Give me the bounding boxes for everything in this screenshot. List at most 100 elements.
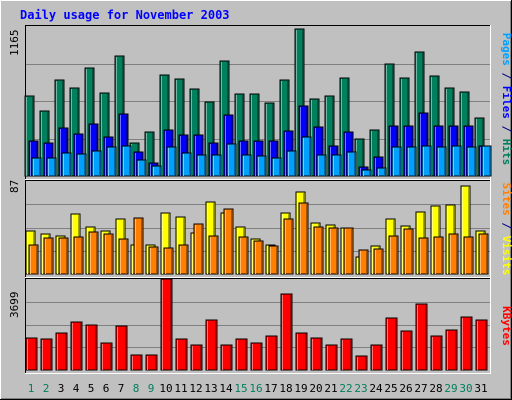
bar-sites-day-30 xyxy=(463,236,474,275)
panel-3-ymax-label: 3699 xyxy=(8,292,21,319)
bar-pages-day-3 xyxy=(61,152,72,177)
series-sites-bars xyxy=(28,202,489,275)
bar-kbytes-day-20 xyxy=(310,337,323,371)
chart-title: Daily usage for November 2003 xyxy=(20,8,230,22)
bar-kbytes-day-5 xyxy=(85,324,98,371)
bar-sites-day-9 xyxy=(148,246,159,275)
x-tick-label-day-30: 30 xyxy=(459,382,472,395)
x-tick-label-day-11: 11 xyxy=(174,382,187,395)
bar-kbytes-day-17 xyxy=(265,335,278,371)
x-tick-label-day-2: 2 xyxy=(43,382,50,395)
bar-sites-day-25 xyxy=(388,235,399,275)
x-tick-label-day-27: 27 xyxy=(414,382,427,395)
bar-kbytes-day-13 xyxy=(205,319,218,371)
bar-pages-day-15 xyxy=(241,154,252,177)
bar-kbytes-day-14 xyxy=(220,344,233,371)
bar-kbytes-day-8 xyxy=(130,354,143,371)
x-tick-label-day-20: 20 xyxy=(309,382,322,395)
bar-sites-day-26 xyxy=(403,228,414,275)
x-tick-label-day-1: 1 xyxy=(28,382,35,395)
panel-1 xyxy=(24,25,492,180)
bar-pages-day-24 xyxy=(376,167,387,177)
bar-pages-day-10 xyxy=(166,146,177,177)
bar-sites-day-6 xyxy=(103,233,114,275)
bar-pages-day-6 xyxy=(106,146,117,177)
legend-part: Pages xyxy=(500,33,512,66)
bar-sites-day-28 xyxy=(433,236,444,275)
bar-kbytes-day-10 xyxy=(160,278,173,371)
bar-kbytes-day-28 xyxy=(430,335,443,371)
bar-kbytes-day-19 xyxy=(295,332,308,371)
bar-kbytes-day-2 xyxy=(40,338,53,371)
legend-part: Files xyxy=(500,86,512,119)
bar-sites-day-22 xyxy=(343,227,354,275)
chart-panels xyxy=(24,25,492,374)
bar-sites-day-11 xyxy=(178,244,189,275)
x-tick-label-day-18: 18 xyxy=(279,382,292,395)
bar-kbytes-day-29 xyxy=(445,329,458,371)
bar-sites-day-12 xyxy=(193,223,204,275)
bar-pages-day-1 xyxy=(31,157,42,177)
series-pages-bars xyxy=(31,136,492,177)
bar-sites-day-3 xyxy=(58,237,69,275)
bar-sites-day-23 xyxy=(358,249,369,275)
x-tick-label-day-31: 31 xyxy=(474,382,487,395)
x-tick-label-day-6: 6 xyxy=(103,382,110,395)
bar-sites-day-7 xyxy=(118,238,129,275)
x-tick-label-day-22: 22 xyxy=(339,382,352,395)
x-tick-label-day-9: 9 xyxy=(148,382,155,395)
panel-1-legend-label: Pages / Files / Hits xyxy=(500,33,512,166)
bar-sites-day-1 xyxy=(28,244,39,275)
x-tick-label-day-28: 28 xyxy=(429,382,442,395)
bar-pages-day-17 xyxy=(271,157,282,177)
bar-sites-day-4 xyxy=(73,236,84,275)
bar-sites-day-19 xyxy=(298,202,309,275)
bar-kbytes-day-31 xyxy=(475,319,488,371)
bar-sites-day-31 xyxy=(478,233,489,275)
bar-pages-day-21 xyxy=(331,154,342,177)
x-tick-label-day-21: 21 xyxy=(324,382,337,395)
bar-pages-day-30 xyxy=(466,146,477,177)
panel-2-ymax-label: 87 xyxy=(8,180,21,193)
bar-pages-day-29 xyxy=(451,145,462,177)
bar-kbytes-day-30 xyxy=(460,316,473,371)
bar-pages-day-12 xyxy=(196,154,207,177)
bar-pages-day-22 xyxy=(346,151,357,177)
x-tick-label-day-12: 12 xyxy=(189,382,202,395)
bar-sites-day-8 xyxy=(133,217,144,275)
bar-sites-day-2 xyxy=(43,237,54,275)
bar-sites-day-10 xyxy=(163,247,174,275)
bar-kbytes-day-6 xyxy=(100,342,113,371)
x-tick-label-day-23: 23 xyxy=(354,382,367,395)
panel-3 xyxy=(25,278,491,374)
bar-kbytes-day-7 xyxy=(115,325,128,371)
bar-kbytes-day-9 xyxy=(145,354,158,371)
bar-kbytes-day-4 xyxy=(70,321,83,371)
x-tick-label-day-8: 8 xyxy=(133,382,140,395)
bar-sites-day-15 xyxy=(238,236,249,275)
bar-kbytes-day-16 xyxy=(250,342,263,371)
bar-kbytes-day-25 xyxy=(385,317,398,371)
bar-kbytes-day-11 xyxy=(175,338,188,371)
x-tick-label-day-5: 5 xyxy=(88,382,95,395)
bar-pages-day-7 xyxy=(121,145,132,177)
x-tick-label-day-16: 16 xyxy=(249,382,262,395)
bar-sites-day-21 xyxy=(328,227,339,275)
x-tick-label-day-19: 19 xyxy=(294,382,307,395)
bar-kbytes-day-18 xyxy=(280,293,293,371)
panel-2-legend-label: Sites / Visits xyxy=(500,183,512,276)
bar-pages-day-23 xyxy=(361,169,372,177)
x-tick-label-day-3: 3 xyxy=(58,382,65,395)
bar-pages-day-14 xyxy=(226,143,237,177)
bar-kbytes-day-24 xyxy=(370,344,383,371)
bar-pages-day-20 xyxy=(316,154,327,177)
bar-pages-day-27 xyxy=(421,145,432,177)
panel-2 xyxy=(25,180,491,278)
panel-1-ymax-label: 1165 xyxy=(8,30,21,57)
panel-3-legend-label: KBytes xyxy=(500,306,512,346)
bar-kbytes-day-21 xyxy=(325,344,338,371)
bar-kbytes-day-1 xyxy=(25,337,38,371)
x-axis-day-labels: 1 2 3 4 5 6 7 8 9 10 11 12 13 14 15 16 17 18 19 20 21 22 23 24 2… xyxy=(28,382,488,395)
bar-pages-day-31 xyxy=(481,145,492,177)
